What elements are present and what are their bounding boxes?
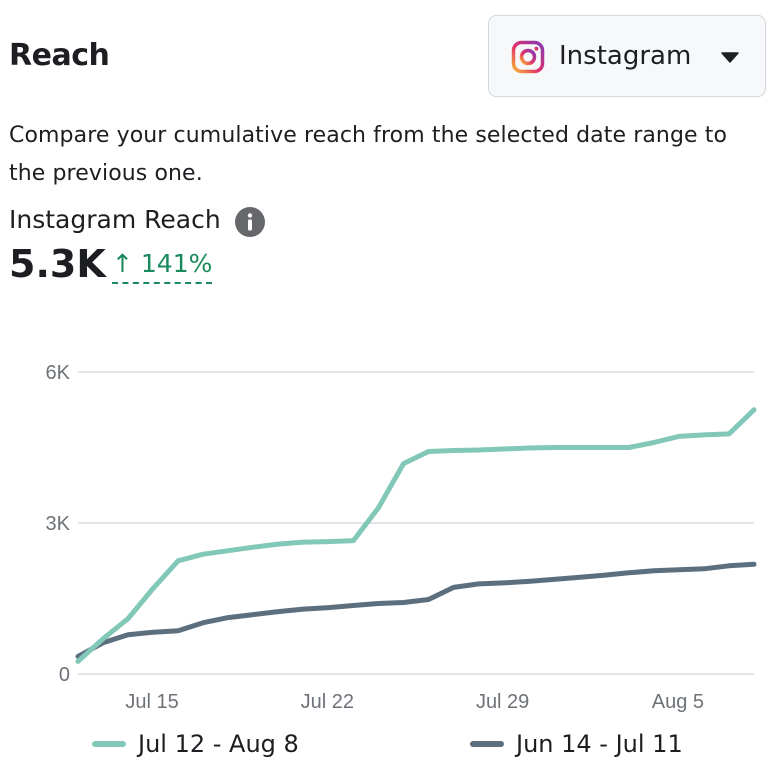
legend-item-previous[interactable]: Jun 14 - Jul 11: [470, 730, 683, 758]
legend-item-current[interactable]: Jul 12 - Aug 8: [92, 730, 299, 758]
y-tick-label: 3K: [46, 513, 71, 535]
x-tick-label: Aug 5: [652, 691, 704, 713]
instagram-icon: [511, 40, 545, 74]
change-indicator[interactable]: ↑ 141%: [112, 249, 213, 284]
caret-down-icon: [721, 52, 739, 63]
chart-description: Compare your cumulative reach from the s…: [9, 123, 728, 186]
metric-label: Instagram Reach: [9, 205, 221, 234]
reach-line-chart: 0 3K 6K Jul 15 Jul 22 Jul 29 Aug 5: [46, 362, 757, 713]
metric-value: 5.3K: [9, 242, 106, 286]
x-tick-label: Jul 29: [476, 691, 529, 713]
arrow-up-icon: ↑: [112, 249, 133, 278]
y-tick-label: 6K: [46, 362, 71, 384]
x-tick-label: Jul 22: [301, 691, 354, 713]
platform-dropdown[interactable]: Instagram: [488, 15, 766, 97]
x-tick-label: Jul 15: [125, 691, 178, 713]
series-line-current[interactable]: [75, 407, 757, 664]
info-icon[interactable]: [234, 206, 266, 238]
series-line-previous[interactable]: [75, 561, 757, 659]
change-percent: 141%: [140, 249, 213, 278]
legend-swatch-current: [92, 741, 126, 747]
page-title: Reach: [9, 38, 110, 73]
legend-swatch-previous: [470, 741, 504, 747]
legend-label-current: Jul 12 - Aug 8: [138, 730, 299, 758]
legend-label-previous: Jun 14 - Jul 11: [516, 730, 683, 758]
y-tick-label: 0: [59, 664, 70, 686]
platform-label: Instagram: [559, 41, 692, 71]
